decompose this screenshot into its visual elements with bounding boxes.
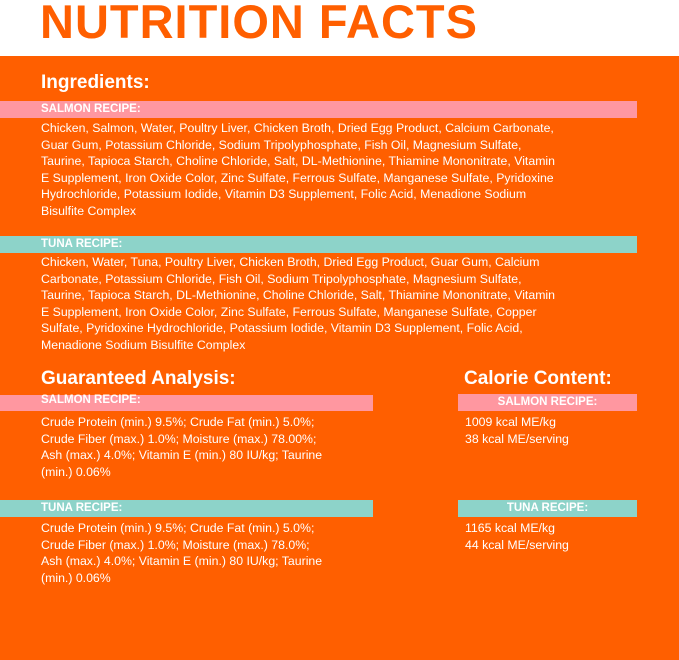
ingredients-heading: Ingredients:	[41, 72, 150, 93]
text-line: 1009 kcal ME/kg	[465, 415, 556, 429]
analysis-heading: Guaranteed Analysis:	[41, 368, 236, 389]
text-line: 44 kcal ME/serving	[465, 537, 569, 552]
analysis-salmon-text: Crude Protein (min.) 9.5%; Crude Fat (mi…	[41, 414, 322, 480]
text-line: Carbonate, Potassium Chloride, Fish Oil,…	[41, 271, 522, 286]
ingredients-salmon-label: SALMON RECIPE:	[0, 101, 637, 118]
analysis-tuna-label: TUNA RECIPE:	[0, 500, 373, 517]
text-line: Chicken, Water, Tuna, Poultry Liver, Chi…	[41, 255, 540, 269]
calorie-tuna-label: TUNA RECIPE:	[458, 500, 637, 517]
text-line: (min.) 0.06%	[41, 570, 111, 585]
text-line: Sulfate, Pyridoxine Hydrochloride, Potas…	[41, 321, 523, 336]
text-line: Ash (max.) 4.0%; Vitamin E (min.) 80 IU/…	[41, 554, 323, 569]
page-title: NUTRITION FACTS	[40, 0, 478, 48]
text-line: Guar Gum, Potassium Chloride, Sodium Tri…	[41, 137, 522, 152]
ingredients-salmon-text: Chicken, Salmon, Water, Poultry Liver, C…	[41, 120, 555, 220]
text-line: Crude Fiber (max.) 1.0%; Moisture (max.)…	[41, 537, 310, 552]
calorie-heading: Calorie Content:	[464, 368, 612, 389]
text-line: Crude Protein (min.) 9.5%; Crude Fat (mi…	[41, 521, 315, 535]
calorie-tuna-text: 1165 kcal ME/kg 44 kcal ME/serving	[465, 520, 569, 553]
text-line: E Supplement, Iron Oxide Color, Zinc Sul…	[41, 304, 537, 319]
text-line: E Supplement, Iron Oxide Color, Zinc Sul…	[41, 170, 554, 185]
text-line: 38 kcal ME/serving	[465, 431, 569, 446]
text-line: Menadione Sodium Bisulfite Complex	[41, 337, 246, 352]
text-line: Taurine, Tapioca Starch, Choline Chlorid…	[41, 154, 556, 169]
text-line: Chicken, Salmon, Water, Poultry Liver, C…	[41, 121, 554, 135]
text-line: Crude Protein (min.) 9.5%; Crude Fat (mi…	[41, 415, 315, 429]
analysis-tuna-text: Crude Protein (min.) 9.5%; Crude Fat (mi…	[41, 520, 322, 586]
text-line: Bisulfite Complex	[41, 203, 136, 218]
text-line: 1165 kcal ME/kg	[465, 521, 555, 535]
calorie-salmon-label: SALMON RECIPE:	[458, 394, 637, 411]
text-line: Ash (max.) 4.0%; Vitamin E (min.) 80 IU/…	[41, 448, 323, 463]
analysis-salmon-label: SALMON RECIPE:	[0, 394, 373, 411]
text-line: (min.) 0.06%	[41, 464, 111, 479]
ingredients-tuna-text: Chicken, Water, Tuna, Poultry Liver, Chi…	[41, 254, 555, 354]
text-line: Taurine, Tapioca Starch, DL-Methionine, …	[41, 288, 556, 303]
ingredients-tuna-label: TUNA RECIPE:	[0, 236, 637, 253]
nutrition-panel: Ingredients: SALMON RECIPE: Chicken, Sal…	[0, 56, 679, 660]
text-line: Crude Fiber (max.) 1.0%; Moisture (max.)…	[41, 431, 317, 446]
text-line: Hydrochloride, Potassium Iodide, Vitamin…	[41, 187, 527, 202]
calorie-salmon-text: 1009 kcal ME/kg 38 kcal ME/serving	[465, 414, 569, 447]
